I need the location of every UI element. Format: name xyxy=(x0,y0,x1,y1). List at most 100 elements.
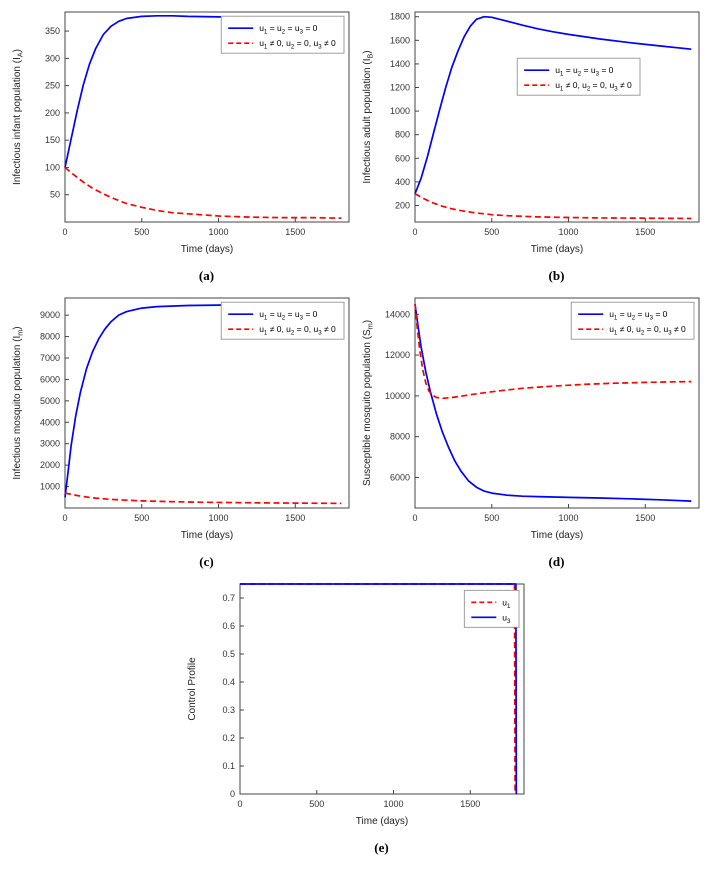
y-tick-label: 1800 xyxy=(389,12,409,22)
y-tick-label: 250 xyxy=(44,81,59,91)
y-tick-label: 350 xyxy=(44,26,59,36)
legend: u1 = u2 = u3 = 0 u1 ≠ 0, u2 = 0, u3 ≠ 0 xyxy=(516,57,640,96)
y-tick-label: 1600 xyxy=(389,35,409,45)
y-tick-label: 8000 xyxy=(39,332,59,342)
y-tick-label: 400 xyxy=(394,177,409,187)
y-tick-label: 1000 xyxy=(39,482,59,492)
series-with-control xyxy=(414,192,691,220)
y-tick-label: 14000 xyxy=(384,309,409,319)
y-tick-label: 6000 xyxy=(389,472,409,482)
y-tick-label: 150 xyxy=(44,135,59,145)
x-axis-label: Time (days) xyxy=(355,816,407,827)
x-tick-label: 1500 xyxy=(635,227,655,237)
y-axis-label: Susceptible mosquito population (Sm) xyxy=(362,320,375,486)
legend: u1 = u2 = u3 = 0 u1 ≠ 0, u2 = 0, u3 ≠ 0 xyxy=(220,301,344,340)
y-tick-label: 200 xyxy=(44,108,59,118)
legend-box xyxy=(570,301,694,340)
chart-a: 0 500 1000 1500 50 100 150 200 250 300 350 Time (da… xyxy=(7,4,357,284)
series-no-control xyxy=(413,15,691,195)
y-tick-label: 800 xyxy=(394,130,409,140)
legend: u1 = u2 = u3 = 0 u1 ≠ 0, u2 = 0, u3 ≠ 0 xyxy=(570,301,694,340)
x-axis-label: Time (days) xyxy=(180,244,232,255)
x-axis-label: Time (days) xyxy=(530,244,582,255)
legend-box xyxy=(463,589,519,628)
x-tick-label: 1500 xyxy=(635,513,655,523)
legend-entry-label: u1 = u2 = u3 = 0 xyxy=(259,309,317,322)
x-axis-label: Time (days) xyxy=(180,530,232,541)
y-tick-label: 1000 xyxy=(389,106,409,116)
x-tick-label: 1000 xyxy=(383,799,403,809)
y-tick-label: 10000 xyxy=(384,391,409,401)
y-axis-label: Infectious mosquito population (Im) xyxy=(12,326,25,479)
series-no-control xyxy=(413,303,691,502)
x-tick-label: 500 xyxy=(484,513,499,523)
series-with-control xyxy=(63,166,341,220)
x-tick-label: 1500 xyxy=(285,227,305,237)
x-tick-label: 0 xyxy=(62,227,67,237)
y-tick-label: 5000 xyxy=(39,396,59,406)
y-tick-label: 0.3 xyxy=(222,705,235,715)
y-tick-label: 100 xyxy=(44,162,59,172)
chart-b-caption: (b) xyxy=(548,268,565,283)
y-tick-label: 600 xyxy=(394,153,409,163)
x-tick-label: 1000 xyxy=(208,227,228,237)
axes-box xyxy=(414,11,699,223)
y-tick-label: 0 xyxy=(229,789,234,799)
chart-c-canvas: 0 500 1000 1500 1000 2000 3000 4000 5000 6000 7000… xyxy=(12,297,349,541)
x-tick-label: 500 xyxy=(134,513,149,523)
y-tick-label: 8000 xyxy=(389,432,409,442)
figure-row-3: 0 500 1000 1500 0 0.1 0.2 0.3 0.4 0.5 0.6 0.7 Time (… xyxy=(0,576,713,856)
figure-row-1: 0 500 1000 1500 50 100 150 200 250 300 350 Time (da… xyxy=(0,4,713,284)
y-tick-label: 300 xyxy=(44,53,59,63)
chart-d: 0 500 1000 1500 6000 8000 10000 12000 14000 Time … xyxy=(357,290,707,570)
y-tick-label: 6000 xyxy=(39,374,59,384)
legend-entry-label: u1 = u2 = u3 = 0 xyxy=(555,65,613,78)
legend-entry-label: u3 xyxy=(502,612,511,625)
x-axis-label: Time (days) xyxy=(530,530,582,541)
series-with-control xyxy=(413,304,691,400)
chart-e: 0 500 1000 1500 0 0.1 0.2 0.3 0.4 0.5 0.6 0.7 Time (… xyxy=(182,576,532,856)
y-tick-label: 0.5 xyxy=(222,649,235,659)
x-tick-label: 1000 xyxy=(208,513,228,523)
chart-b: 0 500 1000 1500 200 400 600 800 1000 1200 1400 1600… xyxy=(357,4,707,284)
chart-a-caption: (a) xyxy=(198,268,215,283)
legend-entry-label: u1 = u2 = u3 = 0 xyxy=(609,309,667,322)
y-tick-label: 3000 xyxy=(39,439,59,449)
x-tick-label: 500 xyxy=(134,227,149,237)
y-tick-label: 200 xyxy=(394,200,409,210)
y-tick-label: 2000 xyxy=(39,460,59,470)
x-tick-label: 0 xyxy=(412,227,417,237)
chart-d-caption: (d) xyxy=(548,554,565,569)
chart-a-canvas: 0 500 1000 1500 50 100 150 200 250 300 350 Time (da… xyxy=(12,11,349,255)
legend-entry-label: u1 ≠ 0, u2 = 0, u3 ≠ 0 xyxy=(259,324,336,337)
legend-entry-label: u1 xyxy=(502,597,511,610)
chart-b-canvas: 0 500 1000 1500 200 400 600 800 1000 1200 1400 1600… xyxy=(362,11,699,255)
chart-e-canvas: 0 500 1000 1500 0 0.1 0.2 0.3 0.4 0.5 0.6 0.7 Time (… xyxy=(187,583,524,827)
legend-box xyxy=(516,57,640,96)
legend-entry-label: u1 ≠ 0, u2 = 0, u3 ≠ 0 xyxy=(555,80,632,93)
chart-c: 0 500 1000 1500 1000 2000 3000 4000 5000 6000 7000… xyxy=(7,290,357,570)
series-u3-control xyxy=(239,583,517,795)
legend-box xyxy=(220,301,344,340)
legend-entry-label: u1 = u2 = u3 = 0 xyxy=(259,23,317,36)
chart-d-canvas: 0 500 1000 1500 6000 8000 10000 12000 14000 Time … xyxy=(362,297,699,541)
x-tick-label: 1500 xyxy=(285,513,305,523)
y-tick-label: 12000 xyxy=(384,350,409,360)
x-tick-label: 500 xyxy=(484,227,499,237)
x-tick-label: 0 xyxy=(237,799,242,809)
y-tick-label: 1200 xyxy=(389,83,409,93)
y-axis-label: Infectious adult population (IB) xyxy=(362,50,375,183)
y-tick-label: 0.2 xyxy=(222,733,235,743)
y-tick-label: 9000 xyxy=(39,310,59,320)
x-tick-label: 1000 xyxy=(558,227,578,237)
y-axis-label: Control Profile xyxy=(187,657,198,721)
y-tick-label: 7000 xyxy=(39,353,59,363)
series-with-control xyxy=(64,492,341,505)
y-tick-label: 0.4 xyxy=(222,677,235,687)
y-axis-label: Infectious infant population (IA) xyxy=(12,49,25,185)
legend-box xyxy=(220,15,344,54)
y-tick-label: 0.1 xyxy=(222,761,235,771)
chart-e-caption: (e) xyxy=(374,840,389,855)
